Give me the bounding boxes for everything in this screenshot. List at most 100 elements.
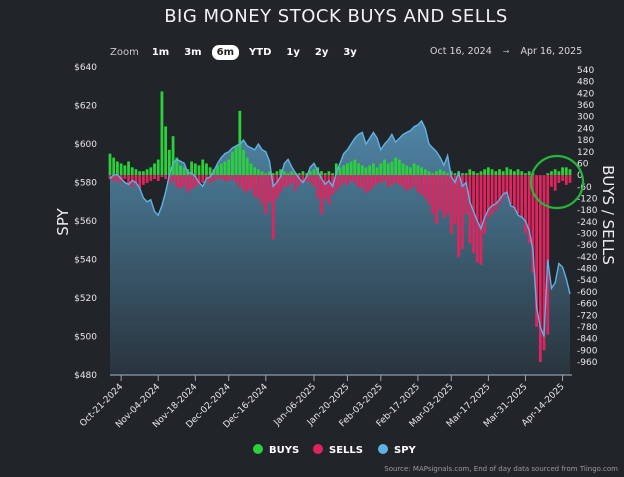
buy-bar	[327, 171, 331, 176]
buy-bar	[127, 161, 130, 176]
sell-bar	[227, 175, 231, 181]
buy-bar	[205, 163, 208, 176]
sell-bar	[509, 175, 513, 205]
buy-bar	[331, 173, 334, 176]
sell-bar	[353, 175, 357, 183]
y-right-tick-label: -720	[577, 311, 598, 321]
buy-bar	[323, 173, 327, 176]
sell-bar	[201, 175, 205, 183]
sell-bar	[308, 175, 312, 183]
zoom-1m-button[interactable]: 1m	[151, 47, 170, 58]
buy-bar	[197, 165, 201, 176]
buy-bar	[379, 163, 383, 176]
buy-bar	[475, 173, 479, 176]
y-left-tick-label: $580	[74, 179, 97, 189]
sell-bar	[457, 175, 461, 257]
range-from[interactable]: Oct 16, 2024	[430, 46, 492, 57]
y-left-tick-label: $520	[74, 294, 97, 304]
legend-label-buys: BUYS	[269, 445, 299, 456]
buy-bar	[527, 171, 531, 176]
sell-bar	[249, 175, 253, 189]
sell-bar	[420, 175, 424, 195]
buy-bar	[171, 136, 175, 176]
y-right-tick-label: -840	[577, 335, 598, 345]
buy-bar	[416, 165, 420, 176]
y-right-tick-label: 480	[577, 78, 594, 88]
y-right-tick-label: -900	[577, 346, 598, 356]
buy-bar	[256, 169, 260, 176]
buy-bar	[561, 167, 564, 176]
zoom-1y-button[interactable]: 1y	[286, 47, 300, 58]
buy-bar	[112, 157, 116, 176]
spy-area	[110, 120, 570, 376]
sell-bar	[394, 175, 398, 183]
buy-bar	[346, 163, 349, 176]
sell-bar	[167, 175, 171, 183]
sell-bar	[316, 175, 320, 199]
y-right-tick-label: 360	[577, 101, 594, 111]
buy-bar	[320, 171, 323, 176]
sell-bar	[490, 175, 494, 215]
y-right-tick-label: -60	[577, 183, 592, 193]
sell-bar	[386, 175, 390, 187]
source-note: Source: MAPsignals.com, End of day data …	[384, 465, 618, 473]
buy-bar	[409, 167, 412, 176]
y-left-tick-label: $600	[74, 140, 97, 150]
y-right-tick-label: -540	[577, 276, 598, 286]
sell-bar	[379, 175, 383, 183]
sell-bar	[357, 175, 360, 187]
sell-bar	[164, 175, 168, 180]
sell-bar	[264, 175, 268, 215]
sell-bar	[520, 175, 524, 218]
buy-bar	[145, 169, 149, 176]
sell-bar	[212, 175, 216, 181]
zoom-3m-button[interactable]: 3m	[184, 47, 202, 58]
sell-bar	[323, 175, 327, 199]
buy-bar	[138, 171, 142, 176]
buy-bar	[279, 169, 283, 176]
zoom-2y-button[interactable]: 2y	[314, 47, 329, 58]
buy-bar	[420, 167, 424, 176]
zoom-ytd-button[interactable]: YTD	[249, 47, 272, 58]
range-to[interactable]: Apr 16, 2025	[520, 46, 583, 57]
sell-bar	[282, 175, 286, 187]
sell-bar	[446, 175, 449, 215]
y-right-tick-label: -180	[577, 206, 598, 216]
sell-bar	[483, 175, 487, 234]
sell-bar	[327, 175, 331, 205]
sell-bar	[145, 175, 149, 183]
zoom-6m-button[interactable]: 6m	[211, 45, 239, 60]
buy-bar	[486, 167, 490, 176]
buy-bar	[564, 167, 568, 176]
sell-bar	[256, 175, 260, 199]
zoom-3y-button[interactable]: 3y	[343, 47, 357, 58]
y-right-tick-label: 60	[577, 159, 589, 169]
sell-bar	[368, 175, 372, 191]
sell-bar	[501, 175, 505, 199]
sell-bar	[453, 175, 457, 224]
y-right-tick-label: -120	[577, 194, 598, 204]
sell-bar	[108, 175, 112, 180]
y-right-tick-label: 300	[577, 113, 594, 123]
y-right-tick-label: -420	[577, 253, 598, 263]
sell-bar	[435, 175, 438, 224]
sell-bar	[390, 175, 394, 185]
buy-bar	[390, 161, 394, 176]
buy-bar	[275, 171, 279, 176]
sell-bar	[346, 175, 349, 185]
sell-bar	[160, 175, 164, 178]
sell-bar	[468, 175, 472, 244]
buy-bar	[153, 163, 156, 176]
sell-bar	[409, 175, 412, 189]
buy-bar	[130, 167, 134, 176]
buy-bar	[190, 161, 194, 176]
sell-bar	[542, 175, 546, 351]
sell-bar	[423, 175, 427, 199]
sell-bar	[371, 175, 375, 187]
y-left-axis-title: SPY	[54, 207, 72, 235]
buy-bar	[464, 173, 468, 176]
sell-bar	[175, 175, 179, 187]
sell-bar	[472, 175, 475, 253]
sell-bar	[320, 175, 323, 215]
sell-bar	[538, 175, 542, 362]
